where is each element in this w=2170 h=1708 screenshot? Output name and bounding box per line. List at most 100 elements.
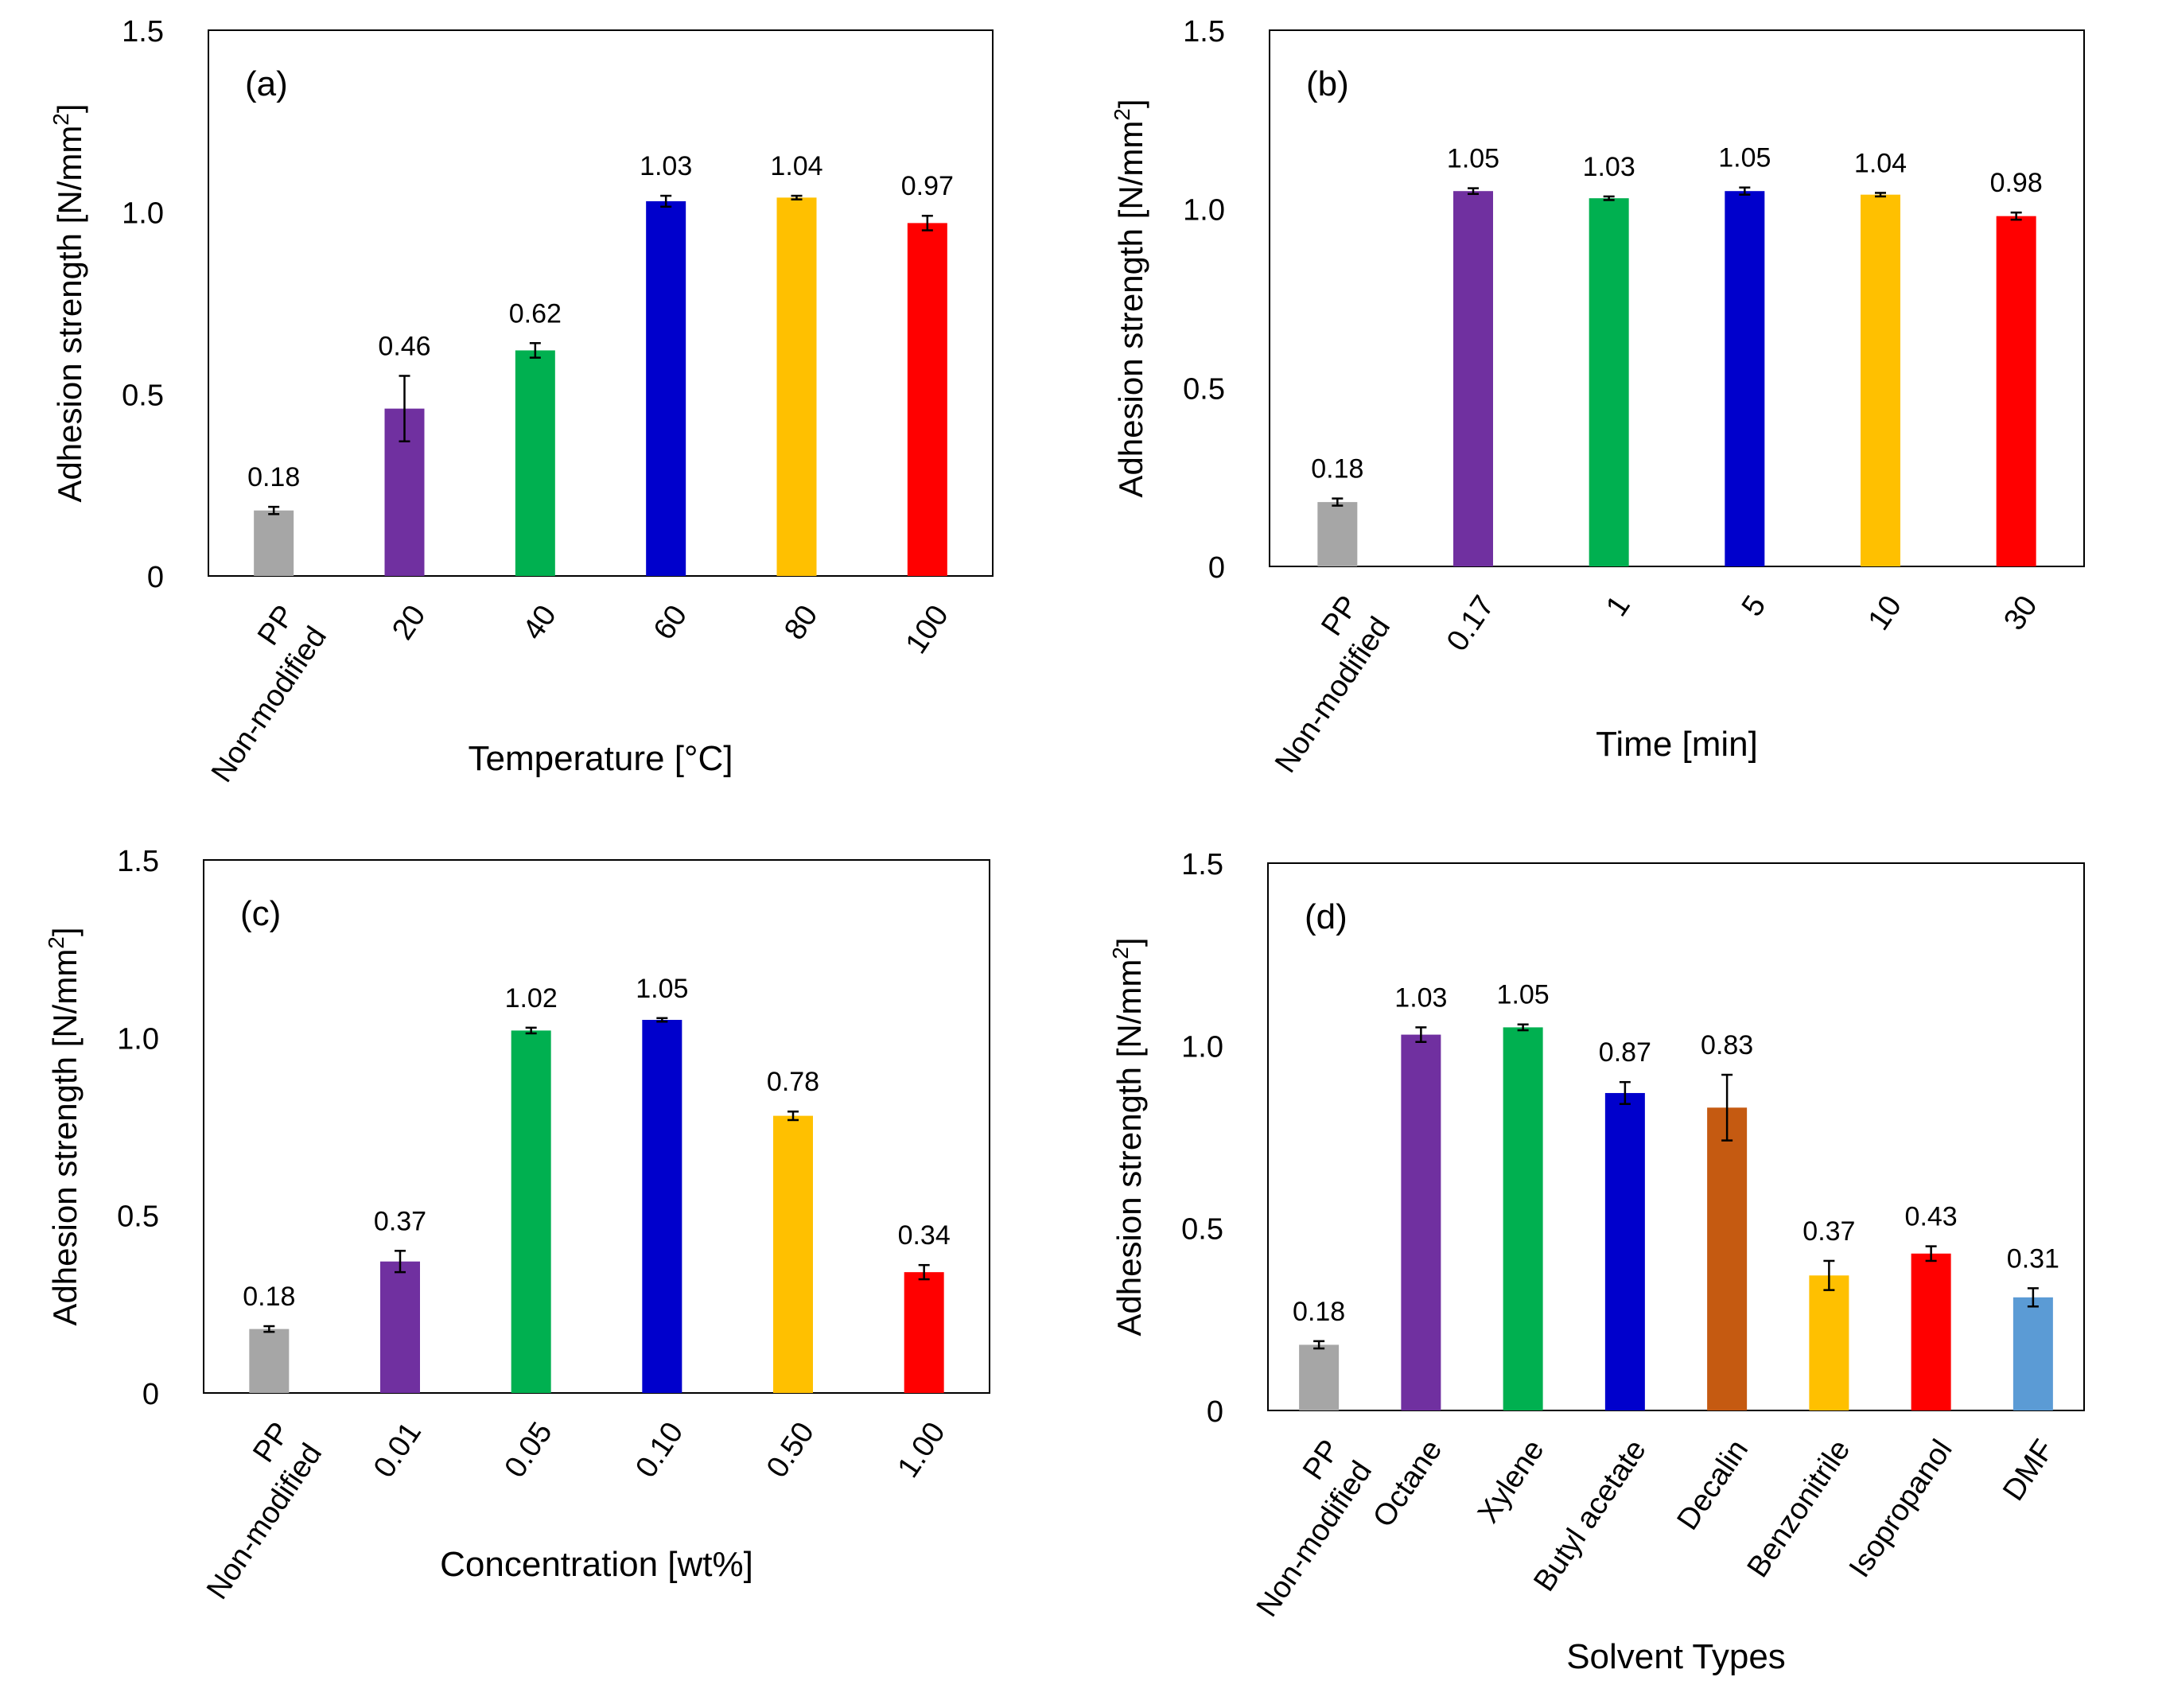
bar-0 bbox=[249, 1329, 290, 1393]
data-label-0: 0.18 bbox=[247, 462, 300, 492]
data-label-5: 0.37 bbox=[1802, 1216, 1855, 1247]
bar-1 bbox=[1453, 191, 1493, 566]
data-label-0: 0.18 bbox=[243, 1282, 295, 1312]
y-tick-label: 0.5 bbox=[117, 1200, 159, 1234]
x-tick-label-6: Isopropanol bbox=[1843, 1434, 1959, 1583]
x-tick-label-5: 1.00 bbox=[892, 1416, 952, 1484]
x-tick-line: 0.01 bbox=[368, 1416, 428, 1484]
y-axis-label-end: ] bbox=[1112, 99, 1149, 108]
y-axis-label-sup: 2 bbox=[49, 113, 73, 126]
x-tick-label-4: Decalin bbox=[1671, 1434, 1756, 1536]
data-label-2: 1.05 bbox=[1497, 980, 1550, 1010]
data-label-0: 0.18 bbox=[1293, 1297, 1345, 1327]
x-tick-line: Benzonitrile bbox=[1741, 1434, 1857, 1583]
y-axis-label: Adhesion strength [N/mm2] bbox=[44, 927, 84, 1325]
data-label-1: 1.03 bbox=[1394, 982, 1447, 1013]
y-axis-label-text: Adhesion strength [N/mm bbox=[51, 126, 88, 503]
y-tick-label: 1.0 bbox=[117, 1022, 159, 1056]
y-axis-label-end: ] bbox=[51, 103, 88, 113]
data-label-6: 0.43 bbox=[1905, 1202, 1958, 1232]
data-label-4: 1.04 bbox=[770, 151, 822, 181]
x-tick-line: Non-modified bbox=[200, 1438, 329, 1605]
x-tick-label-5: 30 bbox=[1997, 589, 2044, 636]
x-tick-line: 5 bbox=[1736, 589, 1773, 622]
x-tick-label-5: Benzonitrile bbox=[1741, 1434, 1857, 1583]
chart-panel-c: 0 0.5 1.0 1.5 Adhesion strength [N/mm2] (c) 0.… bbox=[0, 820, 1085, 1640]
data-label-3: 1.05 bbox=[1718, 143, 1771, 173]
y-axis-label-sup: 2 bbox=[1108, 947, 1133, 959]
bar-0 bbox=[1317, 502, 1358, 566]
data-label-4: 0.83 bbox=[1701, 1030, 1753, 1060]
x-tick-label-7: DMF bbox=[1997, 1434, 2061, 1507]
x-tick-label-4: 10 bbox=[1862, 589, 1908, 636]
y-tick-label: 1.0 bbox=[122, 197, 164, 231]
data-label-3: 0.87 bbox=[1599, 1037, 1651, 1068]
y-tick-label: 1.5 bbox=[1181, 848, 1223, 881]
x-tick-label-2: 0.05 bbox=[499, 1416, 559, 1484]
x-tick-line: Non-modified bbox=[1269, 611, 1397, 779]
y-tick-label: 1.0 bbox=[1181, 1030, 1223, 1064]
chart-d-svg: 0 0.5 1.0 1.5 Adhesion strength [N/mm2] (d) 0.… bbox=[1108, 848, 2085, 1676]
bar-0 bbox=[254, 510, 294, 576]
x-tick-line: Decalin bbox=[1671, 1434, 1756, 1536]
bar-1 bbox=[1401, 1034, 1441, 1410]
y-axis-label-end: ] bbox=[46, 927, 84, 936]
data-label-5: 0.34 bbox=[898, 1220, 951, 1251]
x-tick-label-1: 0.01 bbox=[368, 1416, 428, 1484]
bar-3 bbox=[646, 200, 686, 577]
bar-1 bbox=[380, 1261, 420, 1393]
bar-5 bbox=[904, 1272, 944, 1393]
bar-7 bbox=[2012, 1297, 2053, 1410]
x-tick-line: Non-modified bbox=[205, 621, 333, 788]
y-axis-label-sup: 2 bbox=[1110, 108, 1134, 121]
x-axis-label: Concentration [wt%] bbox=[440, 1545, 753, 1584]
bar-4 bbox=[773, 1115, 813, 1393]
bar-0 bbox=[1299, 1344, 1340, 1410]
x-tick-line: 0.50 bbox=[760, 1416, 821, 1484]
y-axis-label: Adhesion strength [N/mm2] bbox=[1110, 99, 1149, 497]
chart-panel-b: 0 0.5 1.0 1.5 Adhesion strength [N/mm2] (b) 0.… bbox=[1085, 0, 2170, 820]
y-tick-label: 1.0 bbox=[1183, 194, 1225, 228]
x-tick-label-1: Octane bbox=[1367, 1434, 1449, 1533]
x-tick-line: Xylene bbox=[1472, 1434, 1551, 1529]
data-label-2: 1.02 bbox=[505, 983, 558, 1014]
data-label-5: 0.97 bbox=[901, 171, 954, 201]
bar-2 bbox=[515, 350, 555, 576]
bar-3 bbox=[1604, 1092, 1645, 1410]
bar-6 bbox=[1911, 1253, 1951, 1410]
y-tick-label: 0.5 bbox=[1181, 1213, 1223, 1247]
data-label-4: 0.78 bbox=[767, 1067, 819, 1097]
x-tick-label-5: 100 bbox=[900, 599, 955, 659]
x-tick-line: Isopropanol bbox=[1843, 1434, 1959, 1583]
panel-label: (d) bbox=[1305, 897, 1348, 936]
y-axis-label-text: Adhesion strength [N/mm bbox=[1112, 121, 1149, 498]
x-tick-line: 0.17 bbox=[1441, 589, 1501, 657]
x-tick-label-1: 0.17 bbox=[1441, 589, 1501, 657]
bar-2 bbox=[1503, 1027, 1543, 1410]
data-label-2: 1.03 bbox=[1583, 152, 1635, 182]
y-axis-label-end: ] bbox=[1110, 937, 1148, 947]
y-axis-label: Adhesion strength [N/mm2] bbox=[49, 103, 88, 502]
chart-panel-a: 0 0.5 1.0 1.5 Adhesion strength [N/mm2] (a) 0.… bbox=[0, 0, 1085, 820]
y-axis-label-sup: 2 bbox=[44, 936, 68, 949]
bar-5 bbox=[1996, 216, 2036, 566]
x-tick-line: 40 bbox=[516, 599, 562, 646]
panel-label: (a) bbox=[245, 64, 288, 103]
x-tick-line: 60 bbox=[648, 599, 694, 646]
data-label-1: 1.05 bbox=[1447, 144, 1499, 174]
bar-4 bbox=[1861, 194, 1900, 566]
y-tick-label: 0 bbox=[1208, 551, 1225, 585]
bar-4 bbox=[1707, 1107, 1748, 1410]
bar-3 bbox=[642, 1020, 682, 1393]
data-label-2: 0.62 bbox=[509, 298, 562, 329]
x-tick-line: 0.10 bbox=[629, 1416, 690, 1484]
y-axis-label: Adhesion strength [N/mm2] bbox=[1108, 937, 1148, 1336]
bar-2 bbox=[1589, 198, 1629, 567]
y-tick-label: 1.5 bbox=[117, 845, 159, 878]
x-tick-line: 1.00 bbox=[892, 1416, 952, 1484]
x-tick-label-3: 0.10 bbox=[629, 1416, 690, 1484]
